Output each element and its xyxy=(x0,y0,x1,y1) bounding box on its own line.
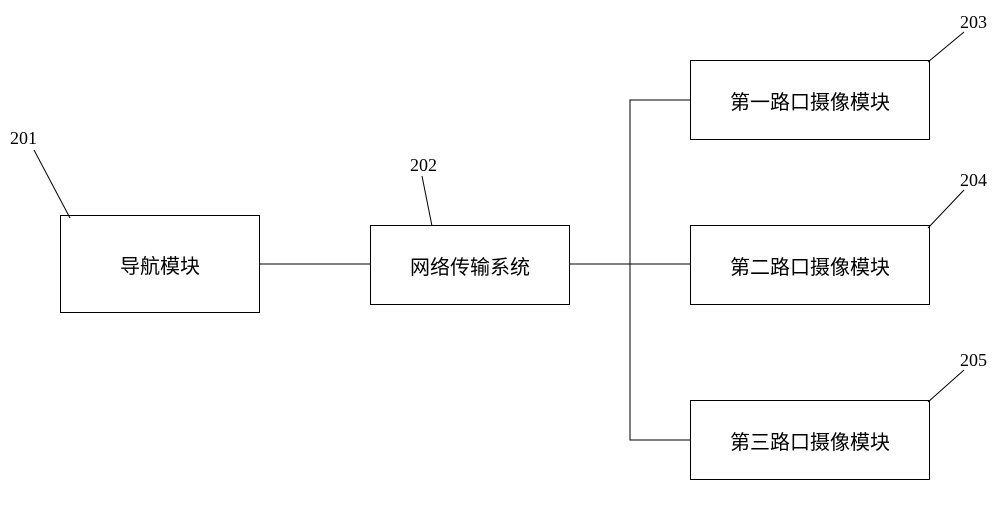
ref-204: 204 xyxy=(960,170,987,191)
network-system-label: 网络传输系统 xyxy=(410,251,530,280)
ref-202: 202 xyxy=(410,155,437,176)
ref-205: 205 xyxy=(960,350,987,371)
camera2-box: 第二路口摄像模块 xyxy=(690,225,930,305)
camera3-box: 第三路口摄像模块 xyxy=(690,400,930,480)
camera1-label: 第一路口摄像模块 xyxy=(730,86,890,115)
network-system-box: 网络传输系统 xyxy=(370,225,570,305)
camera1-box: 第一路口摄像模块 xyxy=(690,60,930,140)
nav-module-box: 导航模块 xyxy=(60,215,260,313)
camera2-label: 第二路口摄像模块 xyxy=(730,251,890,280)
nav-module-label: 导航模块 xyxy=(120,250,200,279)
camera3-label: 第三路口摄像模块 xyxy=(730,426,890,455)
ref-203: 203 xyxy=(960,12,987,33)
ref-201: 201 xyxy=(10,128,37,149)
